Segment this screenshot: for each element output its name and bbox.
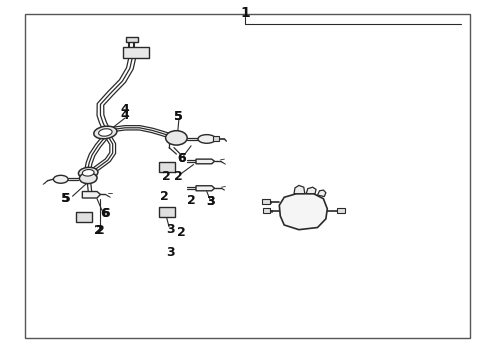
Polygon shape [306, 187, 316, 194]
Bar [213, 136, 219, 141]
Polygon shape [82, 192, 100, 198]
Bar [76, 212, 92, 222]
Text: 6: 6 [101, 207, 110, 220]
Text: 2: 2 [174, 170, 183, 183]
Text: 2: 2 [187, 194, 196, 207]
Text: 2: 2 [96, 224, 105, 237]
Text: 6: 6 [177, 152, 186, 165]
Bar [126, 37, 138, 42]
Bar [123, 47, 149, 58]
Text: 3: 3 [166, 246, 175, 258]
Text: 2: 2 [162, 170, 171, 183]
Text: 6: 6 [177, 152, 186, 165]
Bar [337, 208, 345, 213]
Text: 2: 2 [160, 190, 169, 203]
Ellipse shape [198, 135, 216, 143]
Ellipse shape [53, 175, 68, 183]
Ellipse shape [94, 126, 117, 139]
Text: 5: 5 [174, 111, 183, 123]
Ellipse shape [98, 129, 112, 136]
Text: 2: 2 [94, 224, 102, 237]
Text: 5: 5 [61, 192, 70, 205]
Polygon shape [196, 159, 215, 164]
Text: 4: 4 [121, 103, 129, 116]
Text: 5: 5 [174, 111, 183, 123]
Ellipse shape [166, 131, 187, 145]
Bar [263, 208, 270, 213]
Text: 2: 2 [177, 226, 186, 239]
Bar [159, 162, 175, 172]
Polygon shape [279, 194, 327, 230]
Ellipse shape [78, 167, 98, 178]
Bar [262, 199, 270, 204]
Text: 3: 3 [206, 195, 215, 208]
Text: 1: 1 [240, 6, 250, 19]
Ellipse shape [79, 173, 97, 184]
Bar [159, 207, 175, 217]
Polygon shape [294, 185, 305, 194]
Text: 3: 3 [206, 195, 215, 208]
Text: 6: 6 [100, 207, 109, 220]
Polygon shape [196, 186, 215, 191]
Text: 3: 3 [166, 223, 175, 236]
Text: 4: 4 [121, 109, 129, 122]
Ellipse shape [82, 170, 94, 176]
Polygon shape [318, 190, 326, 197]
Text: 5: 5 [62, 192, 71, 205]
